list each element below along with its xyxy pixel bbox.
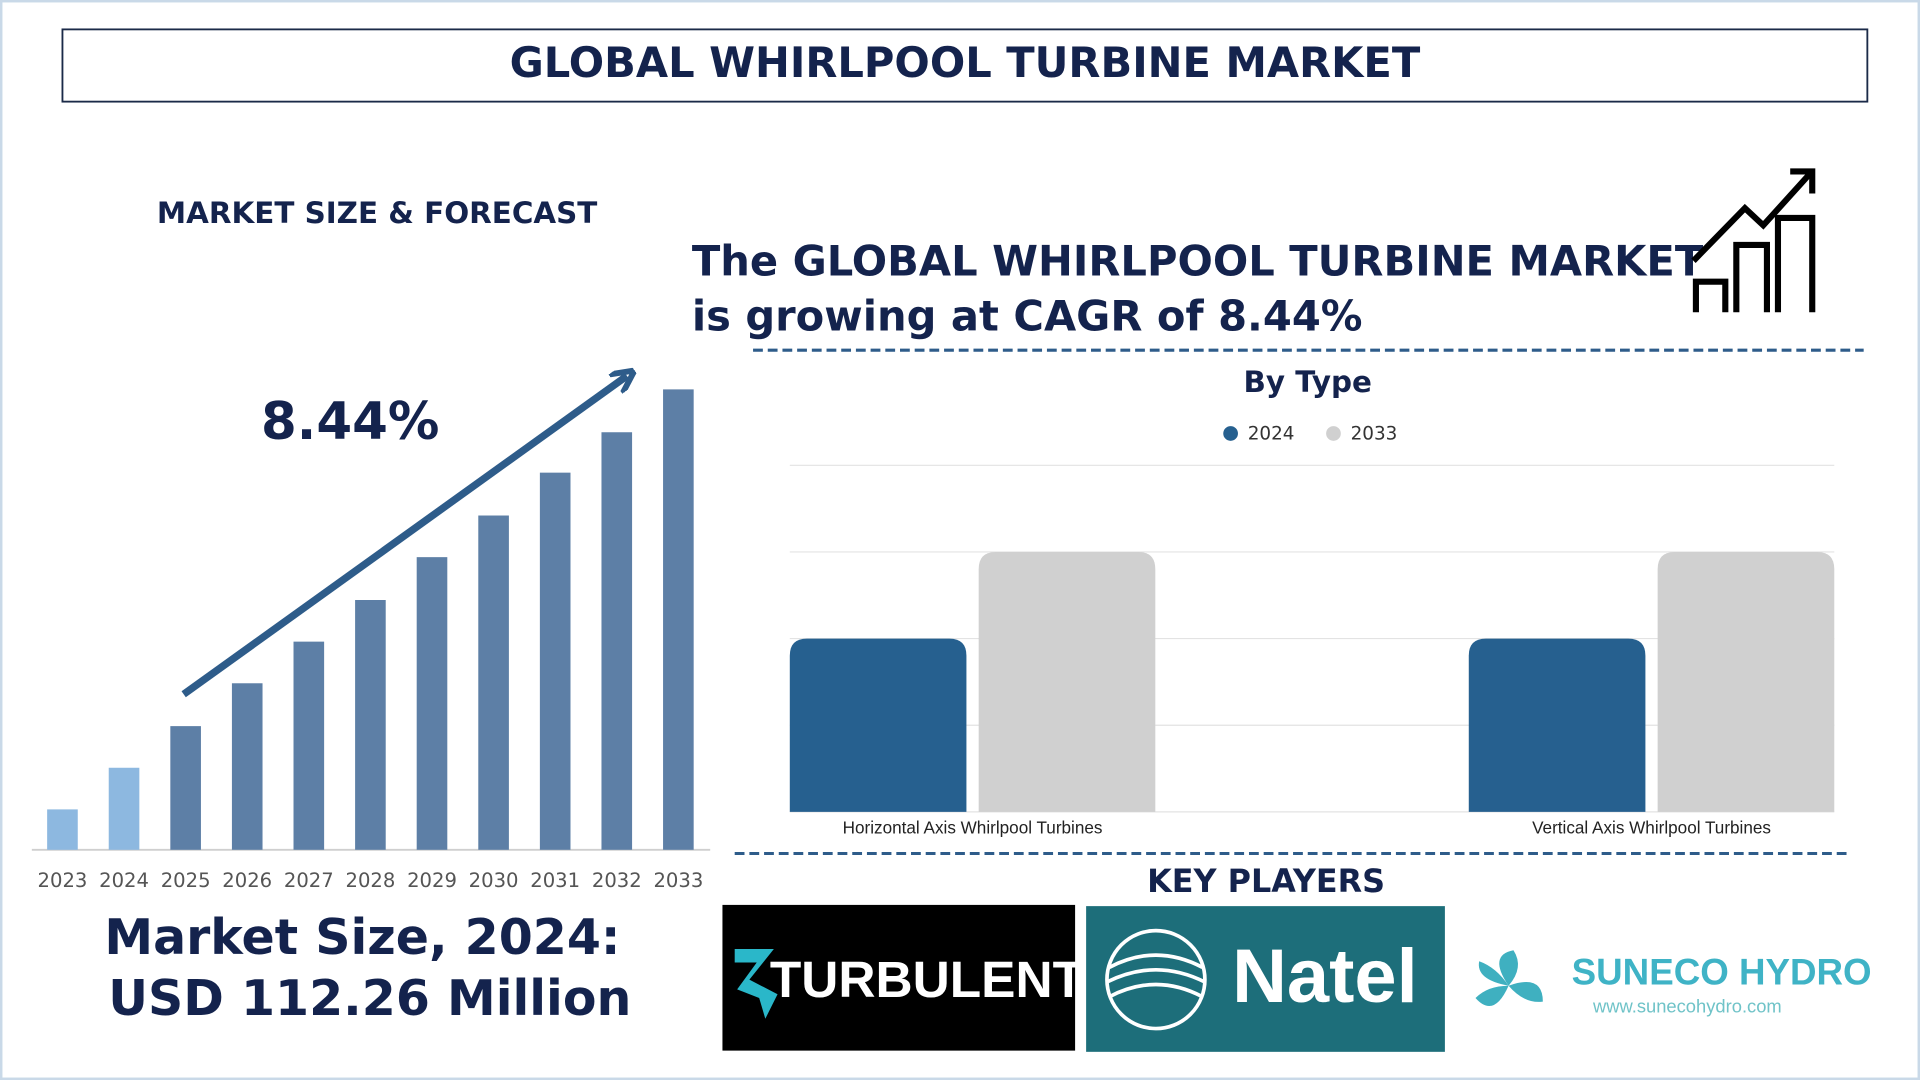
- bar: [416, 557, 448, 850]
- x-tick-label: 2033: [653, 869, 703, 892]
- cagr-label: 8.44%: [261, 392, 439, 452]
- natel-name: Natel: [1232, 934, 1418, 1019]
- bar: [789, 638, 967, 812]
- bar: [293, 641, 325, 850]
- suneco-name: SUNECO HYDRO: [1572, 951, 1872, 992]
- turbulent-logo: [722, 904, 1076, 1051]
- bar: [1468, 638, 1646, 812]
- bar: [539, 472, 571, 850]
- market-size-line1: Market Size, 2024:: [104, 909, 620, 966]
- bar: [478, 515, 509, 850]
- x-tick-label: 2023: [38, 869, 88, 892]
- headline-line1: The GLOBAL WHIRLPOOL TURBINE MARKET: [692, 236, 1704, 285]
- turbulent-icon: [734, 948, 778, 1019]
- natel-icon: [1105, 928, 1207, 1031]
- growth-icon: [1691, 168, 1816, 313]
- x-tick-label: 2027: [284, 869, 334, 892]
- x-tick-label: 2031: [530, 869, 580, 892]
- legend-label: 2024: [1248, 424, 1295, 445]
- bar: [170, 726, 201, 850]
- bar: [978, 551, 1156, 812]
- headline-line2: is growing at CAGR of 8.44%: [692, 292, 1363, 341]
- legend-marker: [1326, 426, 1341, 441]
- x-tick-label: 2025: [161, 869, 211, 892]
- growth-arrow: [181, 376, 627, 698]
- legend-label: 2033: [1351, 424, 1398, 445]
- legend-marker: [1223, 426, 1238, 441]
- x-tick-label: Horizontal Axis Whirlpool Turbines: [843, 818, 1103, 838]
- x-tick-label: Vertical Axis Whirlpool Turbines: [1532, 818, 1771, 838]
- x-tick-label: 2024: [99, 869, 149, 892]
- x-tick-label: 2029: [407, 869, 457, 892]
- title-box: [61, 28, 1869, 103]
- forecast-heading: MARKET SIZE & FORECAST: [157, 196, 597, 230]
- key-players-heading: KEY PLAYERS: [1147, 862, 1385, 900]
- bar: [231, 683, 263, 850]
- bar: [663, 389, 694, 850]
- market-size-line2: USD 112.26 Million: [108, 970, 631, 1027]
- bar: [355, 600, 386, 850]
- chart-title: By Type: [1244, 365, 1372, 399]
- x-tick-label: 2026: [222, 869, 272, 892]
- bar: [1657, 551, 1835, 812]
- turbulent-name: TURBULENT: [770, 950, 1084, 1008]
- suneco-url: www.sunecohydro.com: [1592, 996, 1782, 1017]
- bar: [601, 432, 633, 850]
- title: GLOBAL WHIRLPOOL TURBINE MARKET: [510, 38, 1421, 87]
- x-tick-label: 2028: [345, 869, 395, 892]
- suneco-icon: [1475, 950, 1543, 1007]
- x-tick-label: 2032: [592, 869, 642, 892]
- bar: [47, 809, 78, 850]
- x-tick-label: 2030: [469, 869, 519, 892]
- bar: [108, 767, 140, 850]
